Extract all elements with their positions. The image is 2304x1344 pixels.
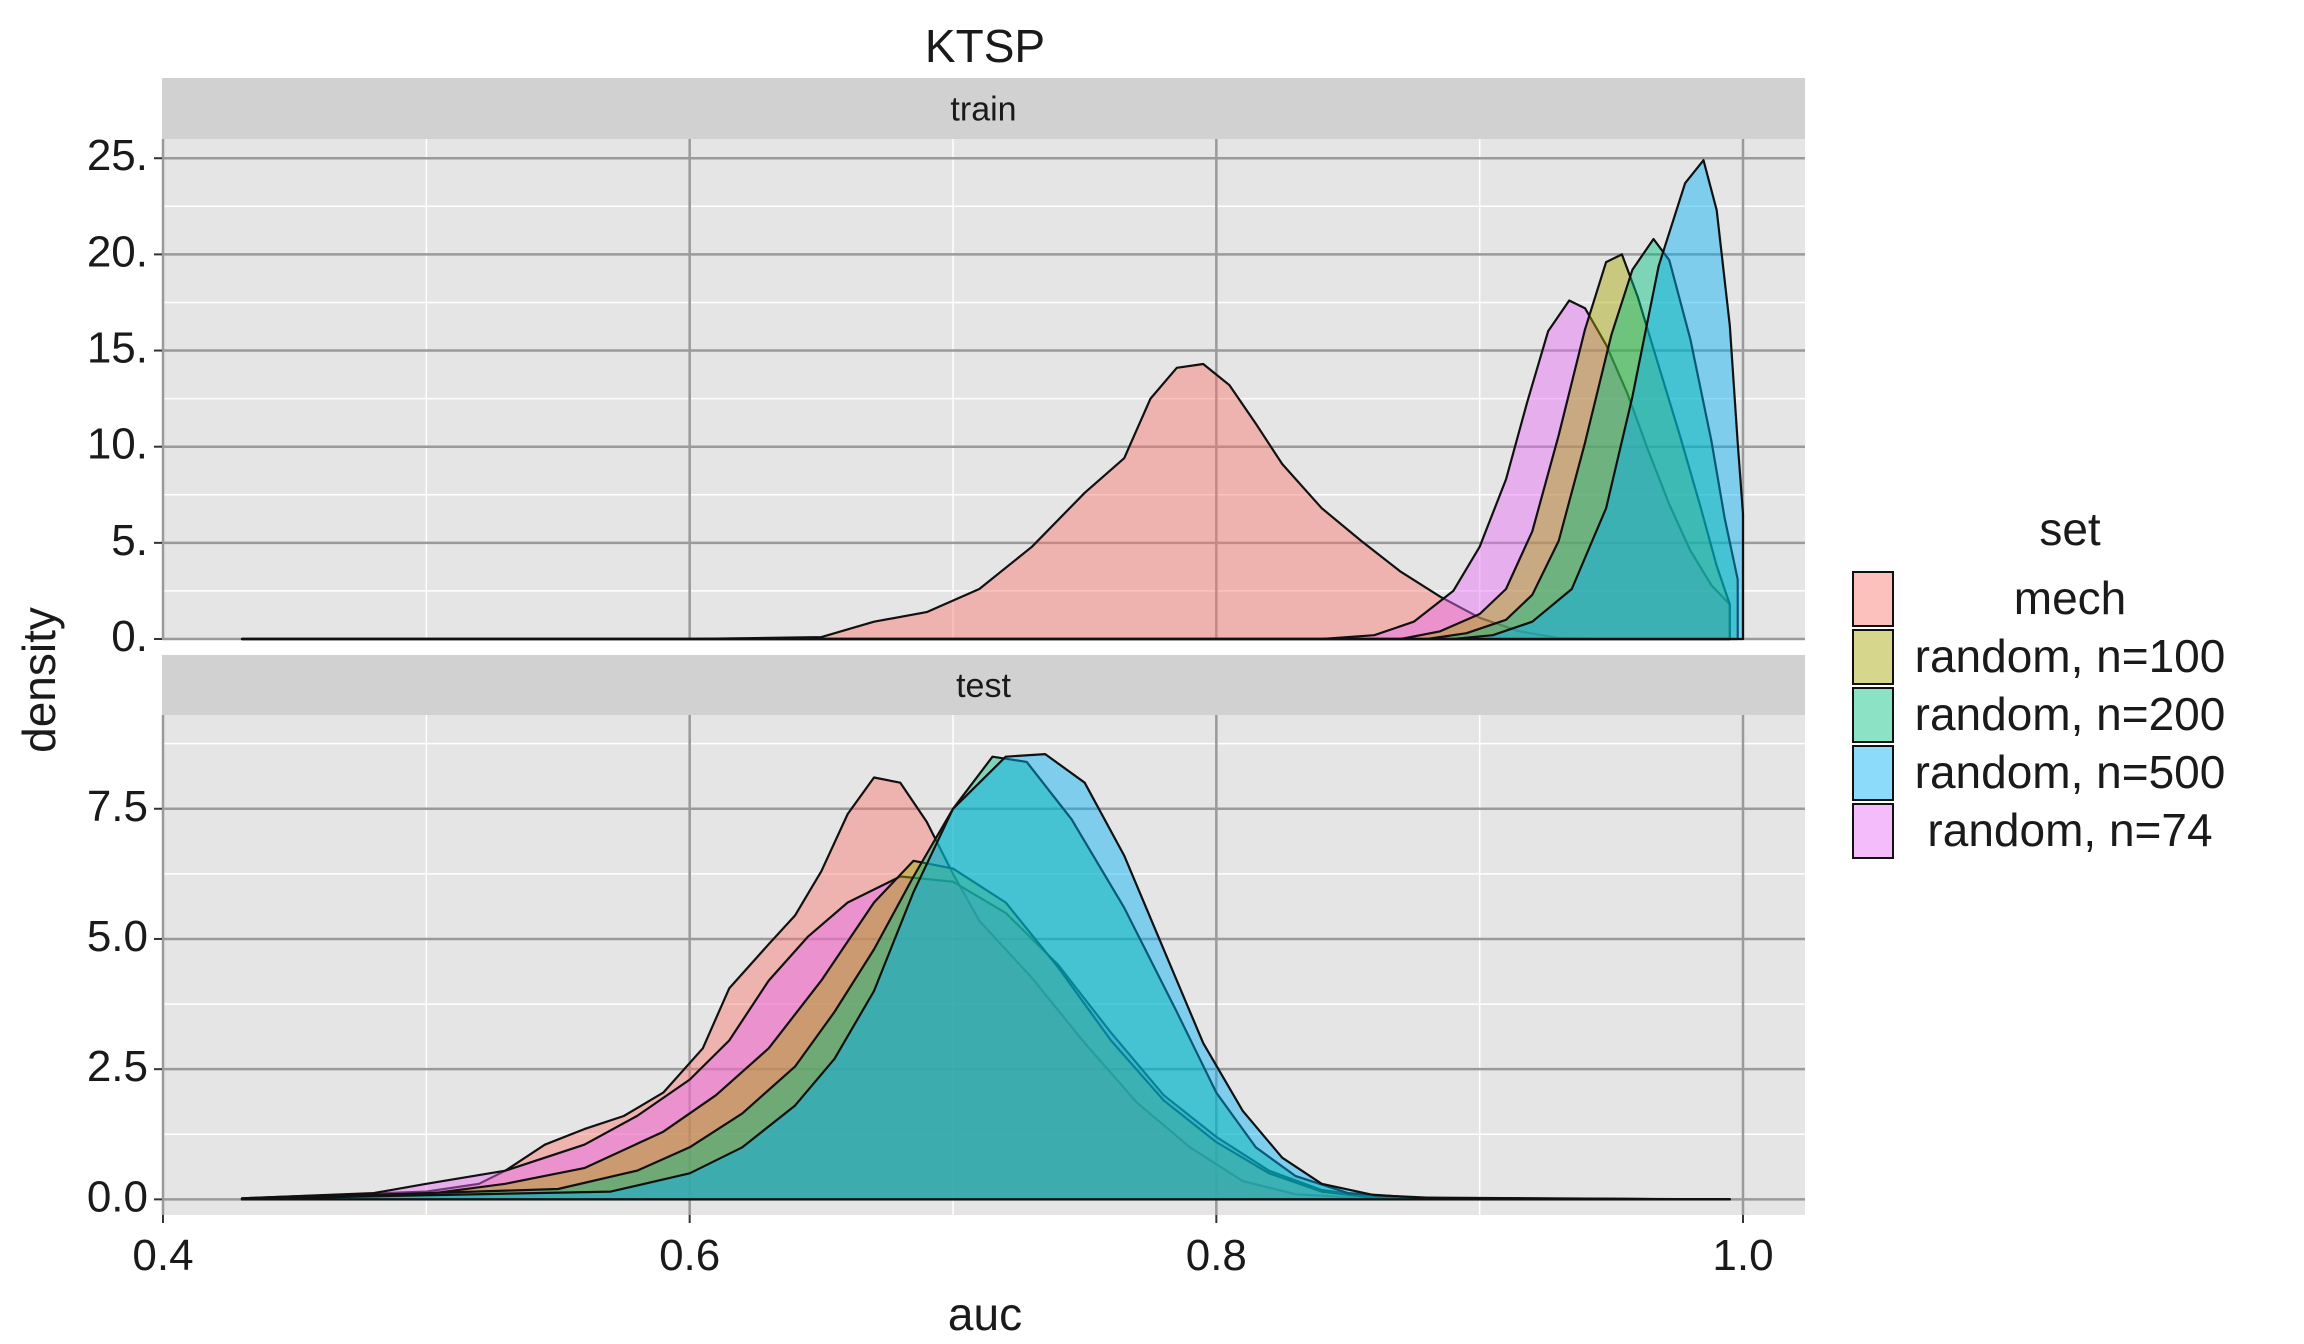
density-area-random-n-74 <box>240 875 1731 1201</box>
panel-test: test 0.0 2.5 5.0 7.5 <box>87 655 1805 1221</box>
x-tick-label: 0.8 <box>1186 1231 1247 1280</box>
density-area-random-n-74 <box>240 299 1731 641</box>
x-tick-label: 0.4 <box>132 1231 193 1280</box>
legend-label: random, n=200 <box>1915 688 2226 740</box>
legend-swatch <box>1852 629 1894 685</box>
y-tick-label: 0. <box>111 612 148 661</box>
density-area-mech <box>240 362 1731 641</box>
y-axis-label: density <box>13 607 65 753</box>
legend-title: set <box>2039 503 2101 555</box>
facet-strip-label: test <box>956 667 1011 705</box>
density-area-random-n-100 <box>240 859 1731 1201</box>
legend-label: random, n=100 <box>1915 630 2226 682</box>
legend: set mech random, n=100 random, n=200 random… <box>1852 503 2226 859</box>
y-tick-label: 25. <box>87 131 148 180</box>
facet-strip-label: train <box>950 91 1016 129</box>
x-tick-label: 0.6 <box>659 1231 720 1280</box>
x-tick-label: 1.0 <box>1712 1231 1773 1280</box>
x-axis-label: auc <box>948 1288 1022 1340</box>
legend-swatch <box>1852 803 1894 859</box>
legend-label: random, n=500 <box>1915 746 2226 798</box>
legend-label: random, n=74 <box>1927 804 2212 856</box>
density-area-random-n-500 <box>240 753 1731 1201</box>
y-tick-label: 10. <box>87 420 148 469</box>
y-tick-label: 2.5 <box>87 1042 148 1091</box>
density-area-random-n-500 <box>240 159 1745 641</box>
y-tick-label: 7.5 <box>87 782 148 831</box>
y-tick-label: 20. <box>87 227 148 276</box>
chart-title: KTSP <box>925 20 1045 72</box>
x-axis: 0.4 0.6 0.8 1.0 <box>132 1215 1774 1280</box>
legend-label: mech <box>2014 572 2126 624</box>
density-area-random-n-200 <box>240 755 1731 1201</box>
facet-strip <box>162 655 1805 715</box>
facet-strip <box>162 78 1805 139</box>
y-tick-label: 15. <box>87 324 148 373</box>
y-tick-label: 5.0 <box>87 912 148 961</box>
density-area-random-n-200 <box>240 237 1739 641</box>
legend-swatch <box>1852 745 1894 801</box>
y-tick-label: 5. <box>111 516 148 565</box>
facet-panels: train 0. 5. 10. 15. 20. 25. test 0.0 2.5 5.0 7.5 <box>87 78 1805 1221</box>
density-area-random-n-100 <box>240 253 1731 641</box>
y-tick-label: 0.0 <box>87 1172 148 1221</box>
panel-background <box>162 715 1805 1215</box>
legend-swatch <box>1852 687 1894 743</box>
legend-swatch <box>1852 571 1894 627</box>
panel-train: train 0. 5. 10. 15. 20. 25. <box>87 78 1805 661</box>
density-area-mech <box>240 776 1731 1201</box>
